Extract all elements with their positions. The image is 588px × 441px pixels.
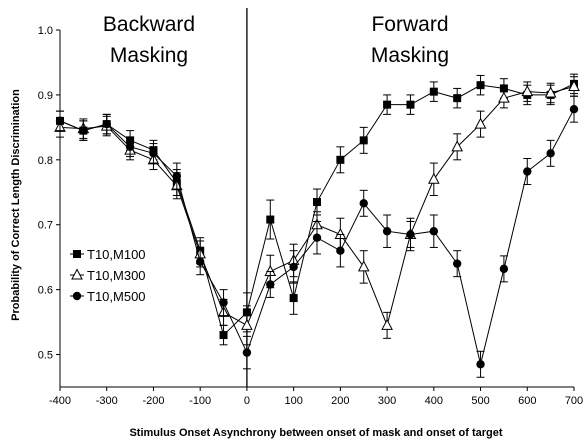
data-point xyxy=(546,149,555,158)
data-point xyxy=(499,264,509,274)
x-tick-label: -200 xyxy=(142,395,164,407)
legend-marker xyxy=(72,291,82,301)
data-point xyxy=(427,172,440,184)
data-point xyxy=(383,100,392,109)
x-tick-label: 700 xyxy=(565,395,583,407)
x-tick-label: 0 xyxy=(244,395,250,407)
plot-frame: 0.5 0.6 0.7 0.8 0.9 1.0 -400 -300 -200 -100 0 100 20… xyxy=(38,8,583,407)
data-point xyxy=(55,116,65,126)
backward-masking-label-line1: Backward xyxy=(103,13,195,36)
legend-label: T10,M500 xyxy=(87,289,146,304)
x-tick-label: 500 xyxy=(471,395,489,407)
data-point xyxy=(102,119,111,129)
x-tick-label: -300 xyxy=(96,395,118,407)
x-tick-label: 600 xyxy=(518,395,536,407)
data-point xyxy=(289,294,298,303)
data-point xyxy=(266,280,275,289)
y-tick-label: 0.5 xyxy=(38,350,53,362)
data-point xyxy=(289,262,298,272)
data-point xyxy=(357,260,370,272)
y-tick-label: 0.6 xyxy=(38,285,53,297)
data-point xyxy=(172,171,182,181)
data-point xyxy=(195,257,205,266)
data-point xyxy=(219,331,228,340)
legend-marker xyxy=(73,250,81,258)
data-point xyxy=(312,233,322,242)
x-tick-label: 100 xyxy=(284,395,302,407)
data-point xyxy=(381,318,393,330)
y-axis-title: Probability of Correct Length Discrimina… xyxy=(10,89,22,321)
backward-masking-label-line2: Masking xyxy=(110,44,188,67)
data-point xyxy=(568,79,580,91)
data-point xyxy=(242,348,252,357)
data-point xyxy=(521,85,534,97)
x-tick-label: 300 xyxy=(378,395,396,407)
data-point xyxy=(452,259,462,268)
legend-label: T10,M300 xyxy=(87,268,146,283)
data-point xyxy=(451,140,464,152)
legend-label: T10,M100 xyxy=(87,247,146,262)
data-point xyxy=(219,298,228,307)
x-tick-label: -100 xyxy=(189,395,211,407)
data-point xyxy=(429,87,438,96)
y-tick-label: 0.7 xyxy=(38,220,53,232)
data-point xyxy=(523,167,532,176)
x-tick-label: 200 xyxy=(331,395,349,407)
data-point xyxy=(79,126,88,135)
plot-series xyxy=(54,73,580,378)
legend: T10,M100 T10,M300 T10,M500 xyxy=(70,247,146,304)
data-point xyxy=(569,104,579,114)
data-point xyxy=(498,91,510,103)
data-point xyxy=(406,100,415,109)
data-point xyxy=(266,215,275,224)
data-point xyxy=(336,246,345,255)
data-point xyxy=(476,81,485,90)
y-tick-label: 1.0 xyxy=(38,25,53,37)
forward-masking-label-line2: Masking xyxy=(371,44,449,67)
series-1 xyxy=(56,73,578,346)
legend-marker xyxy=(71,268,83,280)
data-point xyxy=(406,230,415,239)
y-tick-label: 0.9 xyxy=(38,90,53,102)
data-point xyxy=(476,360,485,369)
data-point xyxy=(453,94,462,103)
x-axis-title: Stimulus Onset Asynchrony between onset … xyxy=(129,427,502,439)
x-tick-label: -400 xyxy=(49,395,71,407)
data-point xyxy=(382,227,392,236)
data-point xyxy=(336,155,345,164)
y-tick-label: 0.8 xyxy=(38,155,53,167)
series-3 xyxy=(55,95,579,378)
data-point xyxy=(241,318,253,330)
x-tick-label: 400 xyxy=(425,395,443,407)
data-point xyxy=(313,198,321,207)
forward-masking-label-line1: Forward xyxy=(371,13,448,36)
data-point xyxy=(429,227,439,236)
data-point xyxy=(359,199,368,208)
data-point xyxy=(149,149,158,158)
data-point xyxy=(544,86,557,98)
data-point xyxy=(359,136,368,145)
data-point xyxy=(474,117,487,129)
data-point xyxy=(125,142,135,152)
